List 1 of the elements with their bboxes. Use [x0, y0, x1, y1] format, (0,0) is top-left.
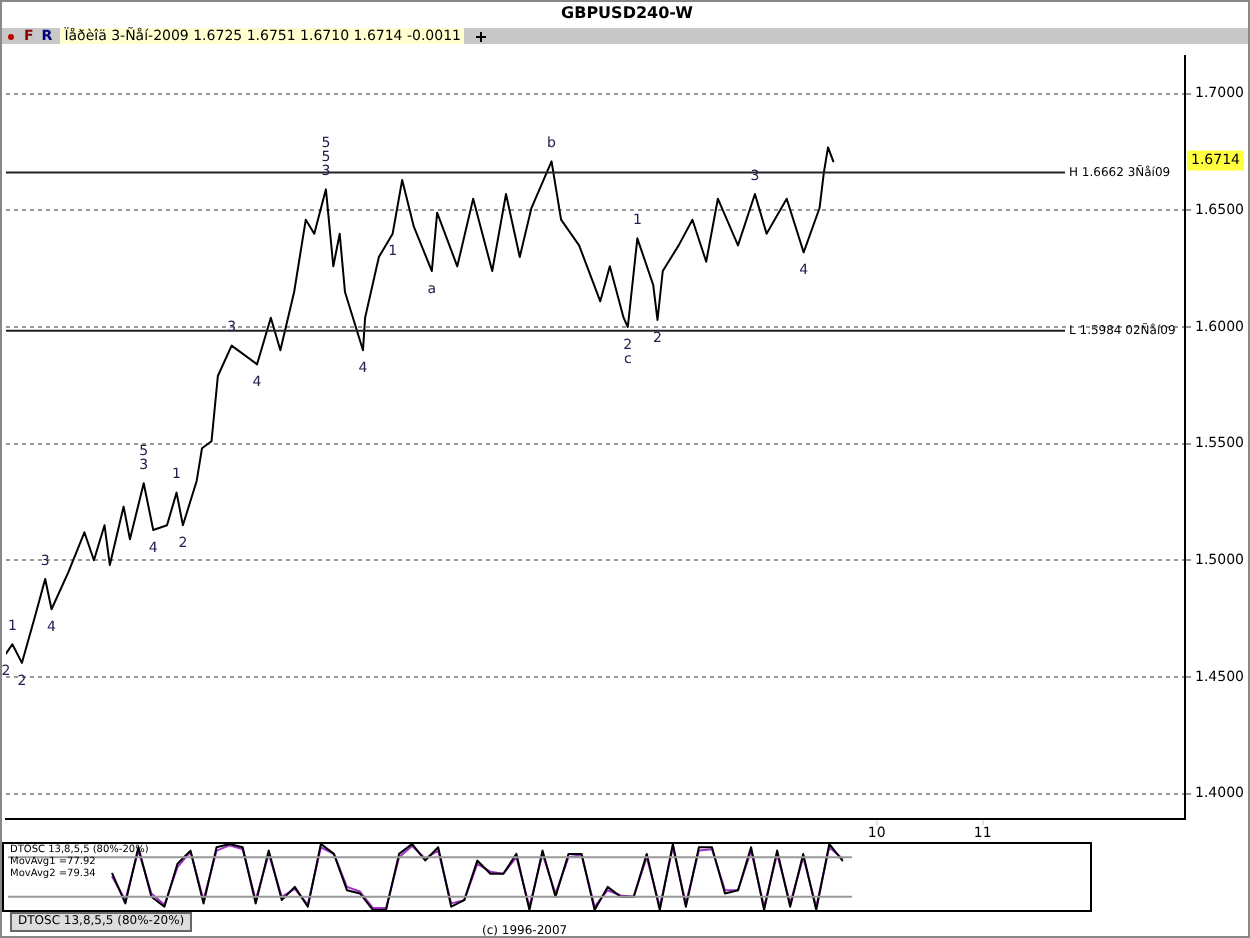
chart-title: GBPUSD240-W: [559, 2, 695, 26]
